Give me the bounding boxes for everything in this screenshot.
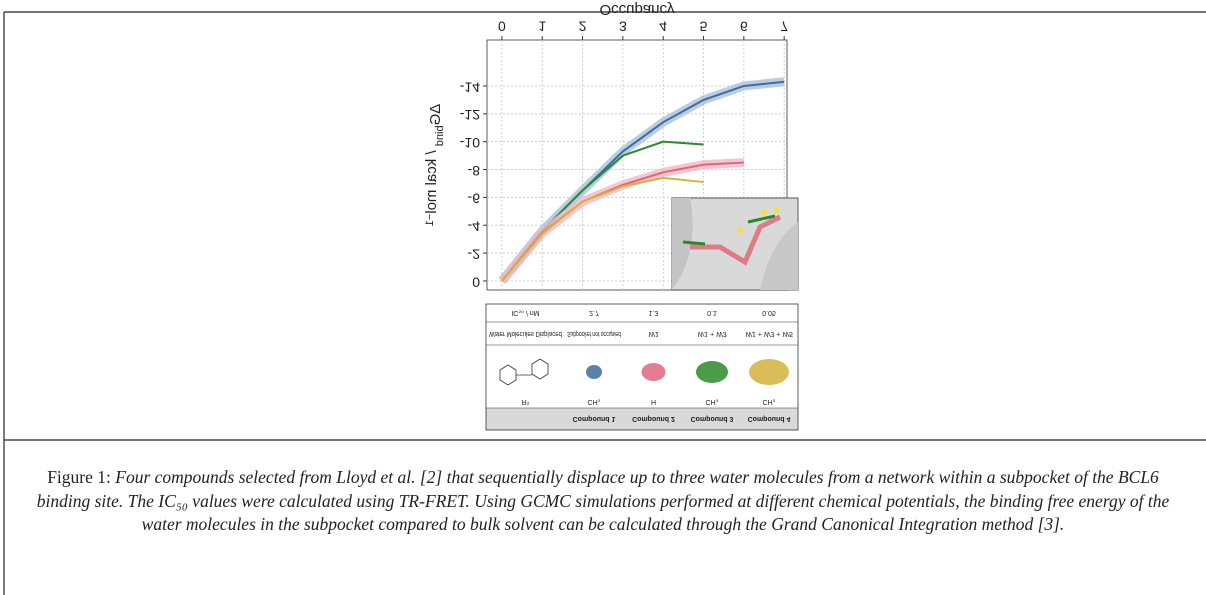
- y-tick-label: -8: [468, 163, 481, 179]
- x-tick-label: 4: [659, 18, 667, 34]
- x-tick-label: 0: [498, 18, 506, 34]
- table-cell: W1 + W3: [698, 330, 727, 337]
- table-cell: 0.05: [762, 309, 776, 316]
- x-tick-label: 2: [579, 18, 587, 34]
- substituent-blob: [749, 359, 789, 385]
- y-tick-label: -6: [468, 191, 481, 207]
- series-line: [501, 176, 704, 282]
- substituent-blob: [641, 363, 666, 381]
- x-tick-label: 6: [740, 18, 748, 34]
- table-column-header: Compound 1: [573, 415, 616, 422]
- substituent-blob: [696, 361, 728, 383]
- y-tick-label: -12: [460, 107, 480, 123]
- y-axis-label-part: bind: [434, 125, 446, 146]
- x-axis-label: Occupancy: [599, 1, 675, 18]
- table-header-bg: [486, 408, 798, 430]
- table-cell: W1 + W3 + W5: [745, 330, 793, 337]
- flipped-figure: 0 -2 -4 -6 -8 -10 -12 -14 0 1 2 3 4 5 6 7 Occupancy ΔGbin…: [423, 1, 799, 431]
- y-tick-label: -4: [468, 219, 481, 235]
- table-row-label: R¹: [522, 398, 530, 405]
- table-cell: CH₃: [706, 398, 719, 405]
- y-tick-label: -2: [468, 246, 481, 262]
- caption-label: Figure 1:: [47, 467, 111, 487]
- x-tick-label: 3: [619, 18, 627, 34]
- table-cell: CH₃: [588, 398, 601, 405]
- table-cell: 1.3: [649, 309, 659, 316]
- substituent-blob: [586, 365, 602, 379]
- table-cell: 2.7: [589, 309, 599, 316]
- table-column-header: Compound 4: [748, 415, 791, 422]
- x-tick-label: 5: [700, 18, 708, 34]
- x-tick-label: 1: [538, 18, 546, 34]
- table-column-header: Compound 2: [632, 415, 675, 422]
- caption: Figure 1: Four compounds selected from L…: [20, 466, 1186, 537]
- inset-image: [671, 197, 799, 291]
- y-axis-label-part: / kcal mol: [423, 146, 440, 214]
- table-cell: CH₃: [763, 398, 776, 405]
- y-axis-label-part: −1: [424, 214, 436, 227]
- table-row-label: Water Molecules Displaced: [489, 330, 562, 337]
- caption-text: Four compounds selected from Lloyd et al…: [36, 467, 1170, 534]
- table-cell: Subpocket not occupied: [567, 330, 622, 337]
- y-axis-label: ΔGbind / kcal mol−1: [423, 104, 446, 227]
- table-cell: W1: [648, 330, 659, 337]
- table-row-label: IC₅₀ / nM: [511, 309, 539, 316]
- x-tick-label: 7: [780, 18, 788, 34]
- table-cell: 0.1: [707, 309, 717, 316]
- scaffold-structure: [499, 358, 549, 386]
- y-tick-label: 0: [472, 274, 480, 290]
- y-tick-label: -14: [460, 79, 480, 95]
- table-column-header: Compound 3: [691, 415, 734, 422]
- table-cell: H: [651, 398, 656, 405]
- y-axis-label-part: ΔG: [427, 104, 444, 126]
- table-border: [485, 303, 799, 431]
- y-tick-label: -10: [460, 135, 480, 151]
